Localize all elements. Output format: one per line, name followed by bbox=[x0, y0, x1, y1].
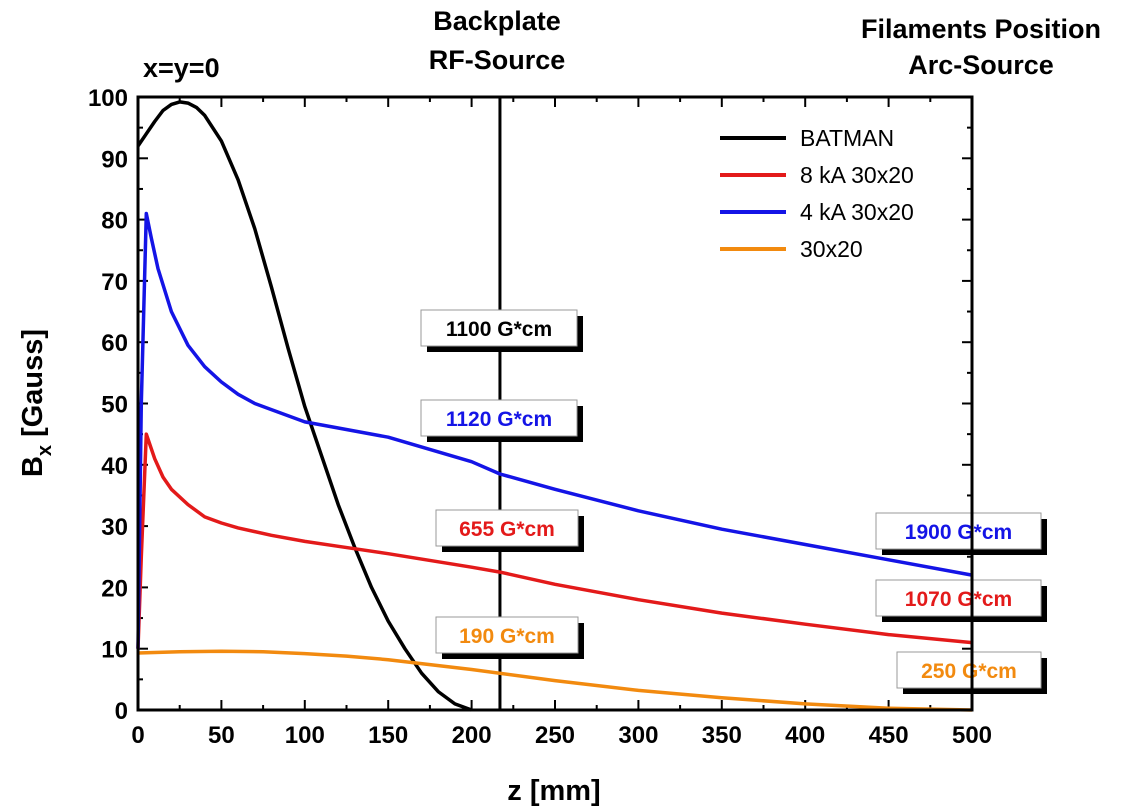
x-axis-title: z [mm] bbox=[507, 775, 600, 807]
value-box-label: 1120 G*cm bbox=[446, 408, 552, 431]
plot-frame bbox=[136, 95, 974, 712]
value-box-label: 1100 G*cm bbox=[446, 318, 552, 341]
y-tick-label: 40 bbox=[101, 453, 128, 480]
value-box-frame bbox=[435, 616, 579, 654]
legend-label-4-ka-30x20: 4 kA 30x20 bbox=[800, 199, 914, 225]
x-tick-label: 100 bbox=[285, 722, 325, 749]
y-tick-label: 60 bbox=[101, 330, 128, 357]
value-box-frame bbox=[420, 309, 578, 347]
y-tick-label: 70 bbox=[101, 269, 128, 296]
y-axis-title-subscript: x bbox=[34, 445, 56, 456]
series-line-4-ka-30x20 bbox=[136, 211, 973, 649]
backplate-label: Backplate bbox=[433, 6, 561, 36]
y-tick-label: 0 bbox=[115, 698, 128, 725]
y-tick-label: 80 bbox=[101, 208, 128, 235]
legend-label-30x20: 30x20 bbox=[800, 236, 863, 262]
x-tick-label: 500 bbox=[952, 722, 992, 749]
y-tick-label: 50 bbox=[101, 392, 128, 419]
series-line-8-ka-30x20 bbox=[136, 432, 973, 649]
value-box-frame bbox=[420, 399, 578, 437]
value-box-batman: 1100 G*cm bbox=[420, 309, 583, 352]
y-tick-label: 90 bbox=[101, 146, 128, 173]
value-box-label: 250 G*cm bbox=[921, 660, 1017, 683]
value-box-frame bbox=[896, 651, 1042, 689]
value-box-frame bbox=[875, 512, 1042, 550]
legend-label-batman: BATMAN bbox=[800, 125, 894, 151]
x-tick-label: 0 bbox=[131, 722, 144, 749]
series-line-30x20 bbox=[137, 649, 973, 712]
arc-source-label: Arc-Source bbox=[908, 50, 1054, 80]
series-line-batman bbox=[136, 100, 473, 712]
y-axis-title: Bx [Gauss] bbox=[17, 329, 56, 477]
x-tick-label: 450 bbox=[869, 722, 909, 749]
origin-annotation: x=y=0 bbox=[143, 53, 220, 83]
value-box-4-ka-30x20: 1900 G*cm bbox=[875, 512, 1047, 555]
value-box-8-ka-30x20: 1070 G*cm bbox=[875, 579, 1047, 622]
y-tick-label: 100 bbox=[88, 85, 128, 112]
legend: BATMAN 8 kA 30x20 4 kA 30x20 30x20 bbox=[720, 125, 914, 262]
value-box-label: 190 G*cm bbox=[459, 625, 555, 648]
filaments-position-label: Filaments Position bbox=[861, 14, 1101, 44]
value-box-8-ka-30x20: 655 G*cm bbox=[435, 509, 584, 552]
value-box-frame bbox=[435, 509, 579, 547]
x-tick-label: 200 bbox=[452, 722, 492, 749]
value-box-label: 655 G*cm bbox=[459, 518, 555, 541]
y-tick-label: 30 bbox=[101, 514, 128, 541]
rf-source-label: RF-Source bbox=[429, 45, 566, 75]
x-tick-label: 350 bbox=[702, 722, 742, 749]
legend-label-8-ka-30x20: 8 kA 30x20 bbox=[800, 162, 914, 188]
value-boxes: 1100 G*cm 1120 G*cm 655 G*cm 190 G*cm 1900 G… bbox=[420, 309, 1047, 694]
x-tick-label: 300 bbox=[618, 722, 658, 749]
y-tick-label: 20 bbox=[101, 575, 128, 602]
value-box-label: 1900 G*cm bbox=[905, 521, 1012, 544]
y-axis-title-units: [Gauss] bbox=[17, 329, 49, 445]
value-box-30x20: 250 G*cm bbox=[896, 651, 1047, 694]
x-tick-label: 400 bbox=[785, 722, 825, 749]
x-tick-label: 50 bbox=[208, 722, 235, 749]
x-tick-label: 250 bbox=[535, 722, 575, 749]
axis-ticks: 0 50 100 150 200 250 300 350 400 450 500 0 10 20 30 40 5… bbox=[88, 85, 992, 749]
y-tick-label: 10 bbox=[101, 637, 128, 664]
value-box-label: 1070 G*cm bbox=[905, 588, 1012, 611]
value-box-4-ka-30x20: 1120 G*cm bbox=[420, 399, 583, 442]
series-lines bbox=[136, 100, 973, 712]
y-axis-title-main: B bbox=[17, 456, 49, 477]
value-box-frame bbox=[875, 579, 1042, 617]
x-tick-label: 150 bbox=[368, 722, 408, 749]
svg-text:Bx [Gauss]: Bx [Gauss] bbox=[17, 329, 56, 477]
value-box-30x20: 190 G*cm bbox=[435, 616, 584, 659]
